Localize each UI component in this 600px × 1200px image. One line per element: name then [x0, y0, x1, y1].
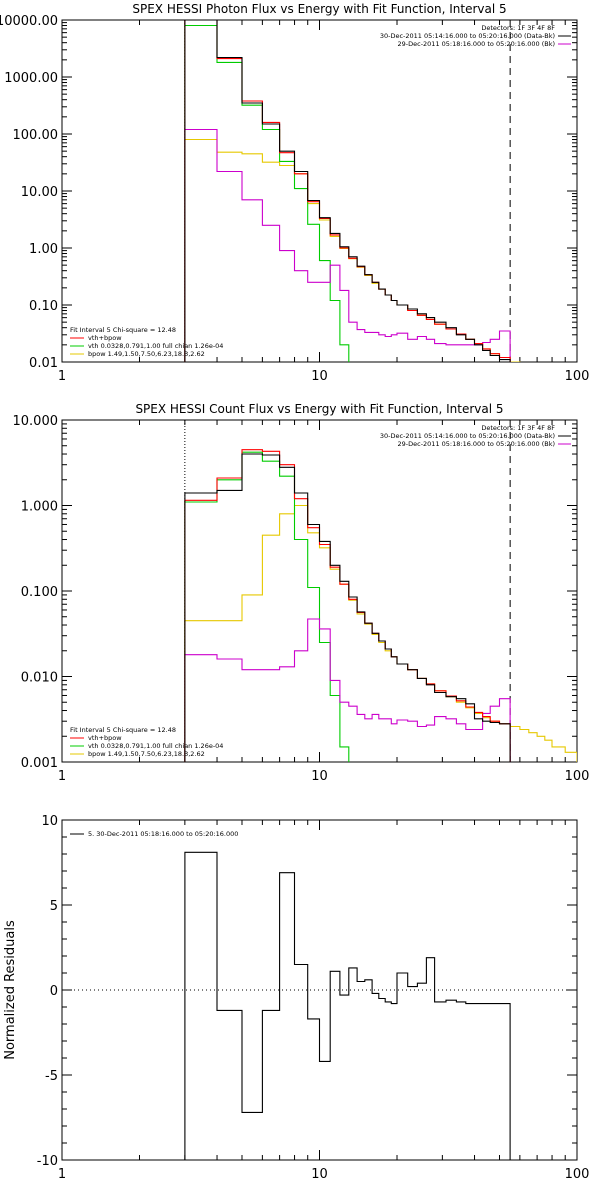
- y-tick-label: 0.100: [21, 585, 58, 600]
- chart-panel-2: SPEX HESSI Count Flux vs Energy with Fit…: [13, 402, 590, 784]
- y-tick-label: -5: [45, 1069, 58, 1084]
- x-tick-label: 10: [311, 769, 328, 784]
- legend-bottomleft-text: bpow 1.49,1.50,7.50,6.23,18.3,2.62: [88, 750, 205, 758]
- plot-area: [184, 20, 521, 362]
- x-tick-label: 100: [565, 769, 590, 784]
- series-data-bk: [184, 453, 511, 762]
- legend-bottomleft-text: vth+bpow: [88, 334, 122, 342]
- legend-bottomleft-text: vth 0.0328,0.791,1.00 full chian 1.26e-0…: [88, 342, 223, 350]
- legend-bottomleft-text: Fit Interval 5 Chi-square = 12.48: [70, 726, 176, 734]
- legend-topright-text: Detectors: 1F 3F 4F 8F: [481, 24, 555, 32]
- y-axis-label: Normalized Residuals: [3, 920, 18, 1060]
- legend-topright-text: 29-Dec-2011 05:18:16.000 to 05:20:16.000…: [398, 440, 556, 448]
- y-tick-label: 0.001: [21, 756, 58, 771]
- y-tick-label: 10.000: [13, 414, 59, 429]
- plot-frame: [61, 819, 578, 1161]
- plot-frame: [61, 19, 578, 363]
- series-vth-bpow: [184, 449, 511, 762]
- y-tick-label: 10: [41, 814, 58, 829]
- y-tick-label: 0.10: [29, 299, 58, 314]
- y-tick-label: 0.010: [21, 671, 58, 686]
- legend-bottomleft-text: vth 0.0328,0.791,1.00 full chian 1.26e-0…: [88, 742, 223, 750]
- legend-bottomleft-text: vth+bpow: [88, 734, 122, 742]
- legend-topright-text: 30-Dec-2011 05:14:16.000 to 05:20:16.000…: [380, 32, 555, 40]
- plot-area: [62, 851, 577, 1160]
- x-tick-label: 10: [311, 369, 328, 384]
- x-tick-label: 10: [311, 1167, 328, 1182]
- legend-topright-text: Detectors: 1F 3F 4F 8F: [481, 424, 555, 432]
- y-tick-label: 5: [50, 899, 58, 914]
- x-tick-label: 1: [58, 769, 66, 784]
- y-tick-label: 0: [50, 984, 58, 999]
- y-tick-label: 100.00: [13, 128, 59, 143]
- x-tick-label: 100: [565, 369, 590, 384]
- series-bk: [184, 128, 511, 362]
- y-tick-label: 1000.00: [4, 71, 58, 86]
- x-tick-label: 1: [58, 1167, 66, 1182]
- x-tick-label: 100: [565, 1167, 590, 1182]
- y-tick-label: -10: [37, 1154, 58, 1169]
- series-vth: [184, 24, 350, 362]
- x-tick-label: 1: [58, 369, 66, 384]
- series-bk: [184, 618, 511, 762]
- plot-area: [184, 420, 577, 762]
- chart-title: SPEX HESSI Photon Flux vs Energy with Fi…: [132, 2, 506, 16]
- legend-bottomleft-text: bpow 1.49,1.50,7.50,6.23,18.3,2.62: [88, 350, 205, 358]
- chart-panel-1: SPEX HESSI Photon Flux vs Energy with Fi…: [0, 2, 590, 384]
- y-tick-label: 1.00: [29, 242, 58, 257]
- y-tick-label: 0.01: [29, 356, 58, 371]
- series-vth: [184, 451, 350, 762]
- y-tick-label: 10000.00: [0, 14, 58, 29]
- legend-topright-text: 29-Dec-2011 05:18:16.000 to 05:20:16.000…: [398, 40, 556, 48]
- y-tick-label: 10.00: [21, 185, 58, 200]
- series-data-bk: [184, 20, 511, 362]
- legend-text: 5. 30-Dec-2011 05:18:16.000 to 05:20:16.…: [88, 830, 238, 838]
- chart-title: SPEX HESSI Count Flux vs Energy with Fit…: [135, 402, 503, 416]
- legend-topright-text: 30-Dec-2011 05:14:16.000 to 05:20:16.000…: [380, 432, 555, 440]
- legend-bottomleft-text: Fit Interval 5 Chi-square = 12.48: [70, 326, 176, 334]
- series-vth-bpow: [184, 20, 511, 362]
- series-residuals: [184, 851, 511, 1160]
- chart-panel-3: 1 10 100 -10 -5 0 5 10 Normalized Residuals 5. 30…: [3, 814, 589, 1182]
- y-tick-label: 1.000: [21, 500, 58, 515]
